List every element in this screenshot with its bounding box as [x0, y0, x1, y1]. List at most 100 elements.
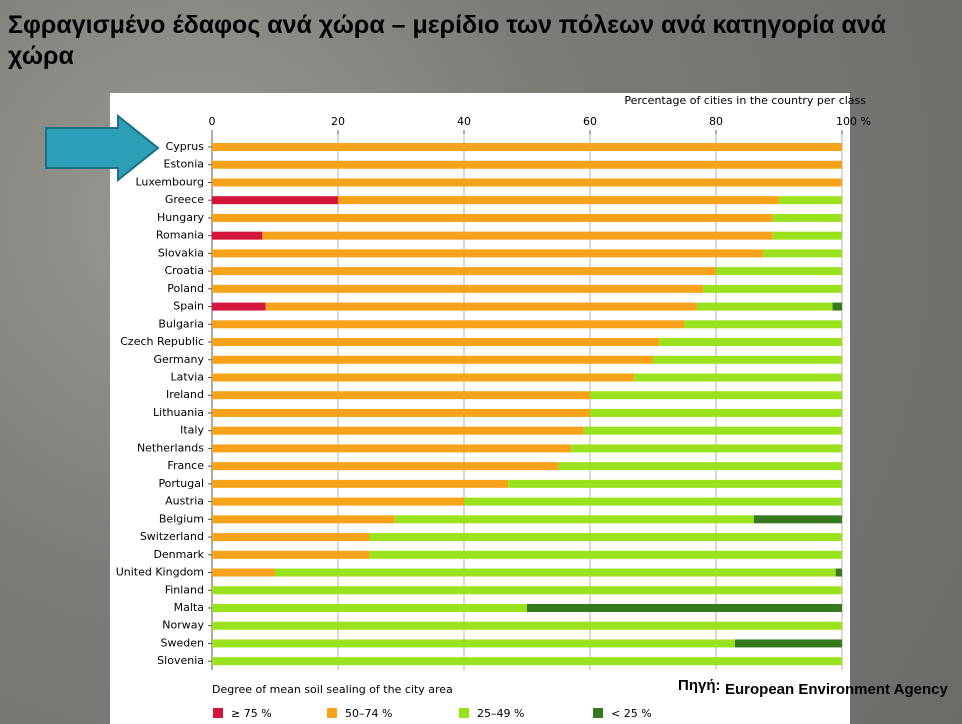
slide: Σφραγισμένο έδαφος ανά χώρα – μερίδιο τω…: [0, 0, 962, 724]
bar-segment: [464, 498, 842, 506]
x-tick-label: 100 %: [836, 115, 871, 128]
bar-segment: [212, 249, 763, 257]
bar-segment: [212, 639, 735, 647]
bar-segment: [212, 569, 275, 577]
y-tick-label: Ireland: [166, 388, 204, 401]
y-tick-label: United Kingdom: [116, 566, 204, 579]
y-tick-label: Denmark: [153, 548, 204, 561]
bar-segment: [559, 462, 843, 470]
x-tick-label: 0: [209, 115, 216, 128]
bar-segment: [370, 551, 843, 559]
x-tick-label: 80: [709, 115, 723, 128]
bar-segment: [212, 338, 659, 346]
bar-segment: [212, 427, 584, 435]
y-tick-label: Lithuania: [153, 406, 204, 419]
bar-segment: [212, 444, 571, 452]
bar-segment: [370, 533, 843, 541]
legend-swatch: [593, 708, 603, 718]
y-tick-label: Estonia: [164, 158, 205, 171]
bar-segment: [584, 427, 842, 435]
bar-segment: [212, 214, 773, 222]
bar-segment: [338, 196, 779, 204]
bar-segment: [703, 285, 842, 293]
axis-title: Percentage of cities in the country per …: [624, 94, 866, 107]
bar-segment: [773, 232, 842, 240]
bar-segment: [754, 515, 842, 523]
bar-segment: [212, 143, 842, 151]
bar-segment: [833, 303, 842, 311]
x-tick-label: 40: [457, 115, 471, 128]
legend-title: Degree of mean soil sealing of the city …: [212, 683, 453, 696]
bar-segment: [779, 196, 842, 204]
bar-segment: [685, 320, 843, 328]
bar-segment: [212, 178, 842, 186]
y-tick-label: Romania: [156, 229, 204, 242]
bar-segment: [212, 391, 590, 399]
bar-segment: [653, 356, 842, 364]
bar-segment: [212, 373, 634, 381]
y-tick-label: Slovakia: [158, 246, 204, 259]
y-tick-label: France: [167, 459, 204, 472]
y-tick-label: Finland: [165, 583, 204, 596]
y-tick-label: Greece: [165, 193, 204, 206]
bar-segment: [212, 515, 395, 523]
bar-segment: [395, 515, 754, 523]
y-tick-label: Belgium: [159, 512, 204, 525]
bar-segment: [716, 267, 842, 275]
bar-segment: [763, 249, 842, 257]
bar-segment: [527, 604, 842, 612]
chart: Percentage of cities in the country per …: [0, 0, 962, 724]
bar-segment: [697, 303, 832, 311]
y-tick-label: Luxembourg: [135, 175, 204, 188]
y-tick-label: Latvia: [171, 370, 205, 383]
y-tick-label: Poland: [167, 282, 204, 295]
bar-segment: [266, 303, 698, 311]
bar-segment: [590, 391, 842, 399]
y-tick-label: Netherlands: [137, 441, 204, 454]
bar-segment: [212, 320, 685, 328]
bar-segment: [212, 551, 370, 559]
bar-segment: [212, 533, 370, 541]
y-tick-label: Bulgaria: [158, 317, 204, 330]
legend-label: 50–74 %: [345, 707, 392, 720]
bar-segment: [275, 569, 836, 577]
y-tick-label: Norway: [162, 619, 204, 632]
bar-segment: [212, 462, 559, 470]
y-tick-label: Austria: [165, 495, 204, 508]
bar-segment: [634, 373, 842, 381]
bar-segment: [212, 196, 338, 204]
legend-swatch: [459, 708, 469, 718]
y-tick-label: Croatia: [164, 264, 204, 277]
bar-segment: [571, 444, 842, 452]
bar-segment: [212, 161, 842, 169]
bar-segment: [212, 498, 464, 506]
legend-label: < 25 %: [611, 707, 652, 720]
bar-segment: [212, 604, 527, 612]
bar-segment: [836, 569, 842, 577]
bar-segment: [212, 267, 716, 275]
y-tick-label: Germany: [153, 353, 204, 366]
legend-label: 25–49 %: [477, 707, 524, 720]
bar-segment: [212, 409, 590, 417]
bar-segment: [212, 657, 842, 665]
y-tick-label: Cyprus: [166, 140, 205, 153]
y-tick-label: Czech Republic: [120, 335, 204, 348]
bar-segment: [212, 285, 703, 293]
legend-swatch: [327, 708, 337, 718]
source-label: Πηγή:: [678, 677, 721, 694]
bar-segment: [212, 303, 266, 311]
y-tick-label: Italy: [180, 424, 204, 437]
bar-segment: [212, 356, 653, 364]
bar-segment: [212, 480, 508, 488]
y-tick-label: Portugal: [158, 477, 204, 490]
legend-label: ≥ 75 %: [231, 707, 272, 720]
bar-segment: [262, 232, 772, 240]
bar-segment: [212, 586, 842, 594]
bar-segment: [212, 622, 842, 630]
bar-segment: [773, 214, 842, 222]
y-tick-label: Malta: [174, 601, 204, 614]
y-tick-label: Sweden: [161, 636, 204, 649]
x-tick-label: 60: [583, 115, 597, 128]
y-tick-label: Hungary: [157, 211, 204, 224]
y-tick-label: Spain: [173, 300, 204, 313]
